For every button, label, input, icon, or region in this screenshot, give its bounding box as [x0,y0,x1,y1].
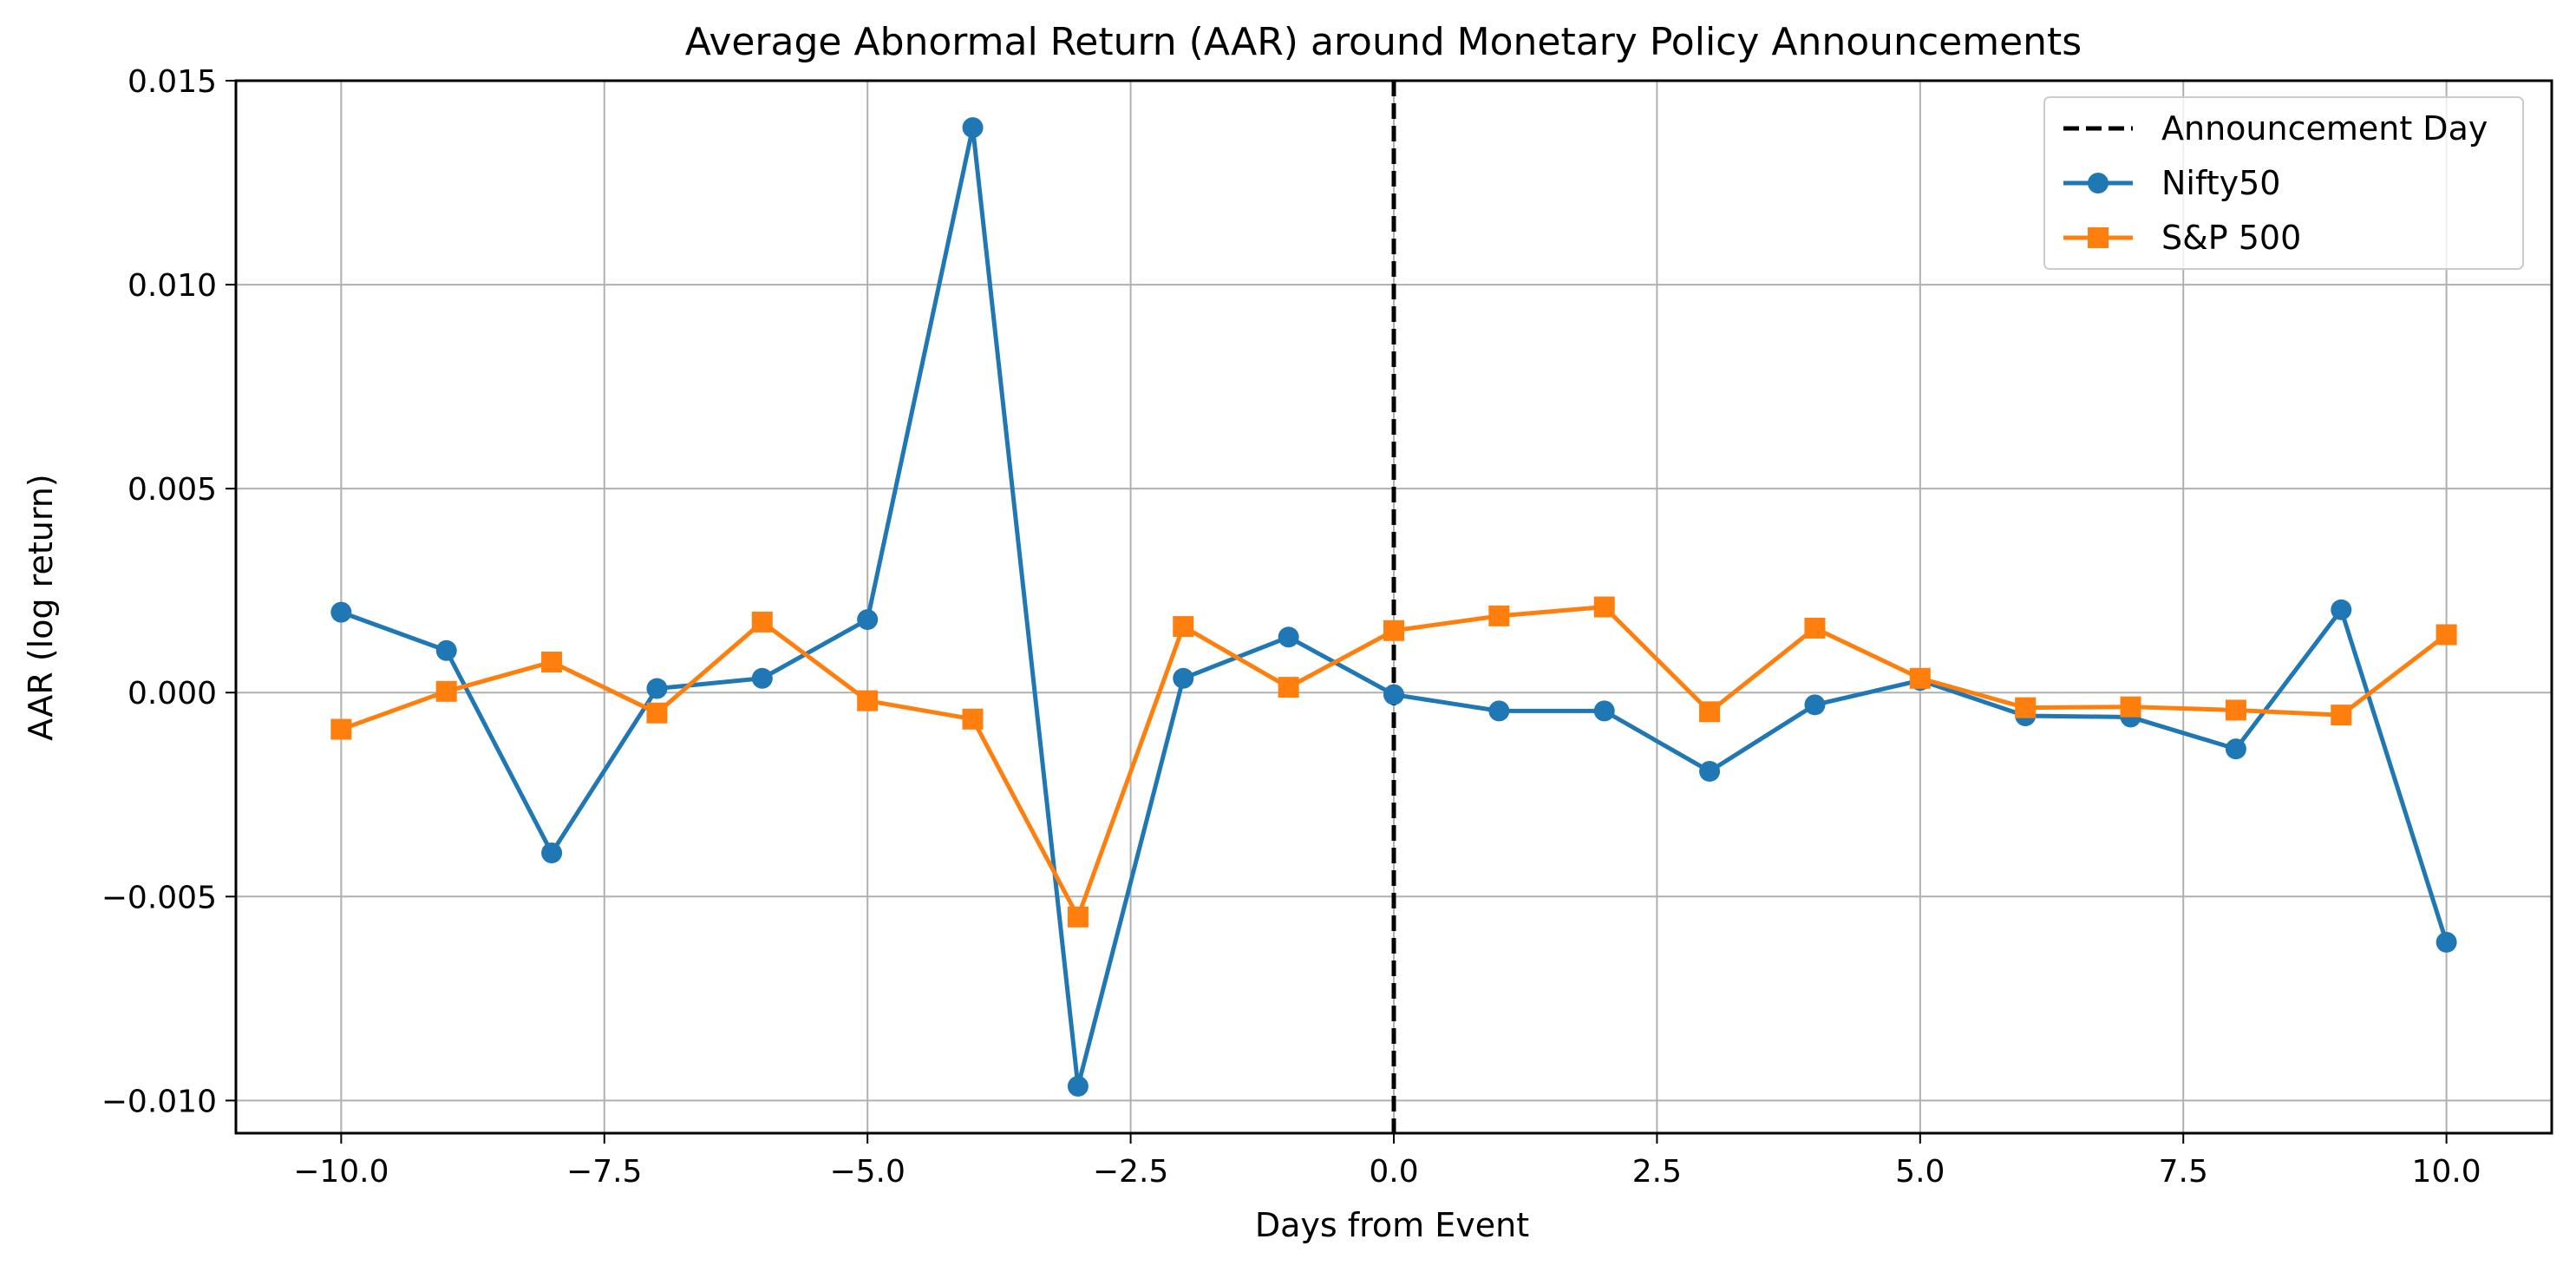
nifty50-point [2225,738,2246,760]
nifty50-point [2435,931,2457,953]
nifty50-point [1593,700,1615,722]
s-p-500-point [1383,620,1404,641]
x-axis-ticks: −10.0 −7.5 −5.0 −2.5 0.0 2.5 5.0 7.5 10.0 [293,1133,2481,1190]
s-p-500-point [962,708,984,730]
s-p-500-point [1488,605,1510,626]
s-p-500-point [1699,701,1721,723]
x-tick-label: −2.5 [1093,1154,1168,1190]
nifty50-point [1067,1075,1089,1097]
y-axis-label: AAR (log return) [22,474,60,740]
y-tick-label: 0.010 [127,268,217,304]
y-tick-label: −0.010 [101,1084,217,1119]
legend-sp500-label: S&P 500 [2161,219,2301,257]
nifty50-point [1173,667,1194,689]
nifty50-point [330,601,352,623]
s-p-500-point [646,702,668,724]
x-tick-label: 7.5 [2159,1154,2208,1190]
nifty50-point [2331,599,2352,620]
series-layer [330,117,2457,1097]
s-p-500-point [435,680,457,702]
s-p-500-point [857,690,879,711]
x-tick-label: 2.5 [1632,1154,1682,1190]
nifty50-point [962,117,984,139]
legend-box [2043,96,2524,270]
x-tick-label: 0.0 [1369,1154,1418,1190]
nifty50-point [646,678,668,699]
s-p-500-point [541,651,563,672]
y-tick-label: 0.005 [127,472,217,508]
x-tick-label: −10.0 [293,1154,389,1190]
s-p-500-point [330,718,352,740]
s-p-500-point [2120,696,2141,718]
nifty50-point [1804,694,1826,716]
x-tick-label: 10.0 [2412,1154,2481,1190]
s-p-500-point [1593,596,1615,618]
nifty50-point [1699,760,1721,782]
legend: Announcement Day Nifty50 S&P 500 [2043,96,2524,270]
legend-nifty50-label: Nifty50 [2161,164,2280,202]
y-axis-ticks: −0.010 −0.005 0.000 0.005 0.010 0.015 [101,64,236,1119]
nifty50-point [541,843,563,864]
nifty50-point [857,609,879,631]
x-tick-label: 5.0 [1895,1154,1945,1190]
y-tick-label: 0.000 [127,676,217,711]
y-tick-label: −0.005 [101,880,217,915]
legend-announcement-label: Announcement Day [2161,109,2488,148]
nifty50-point [751,667,773,689]
legend-sp500-marker [2088,227,2109,248]
nifty50-point [435,639,457,661]
s-p-500-point [2435,624,2457,646]
s-p-500-point [2331,705,2352,726]
s-p-500-point [1804,617,1826,639]
x-tick-label: −5.0 [829,1154,905,1190]
x-tick-label: −7.5 [566,1154,642,1190]
s-p-500-point [751,611,773,633]
nifty50-point [1278,626,1299,648]
y-tick-label: 0.015 [127,64,217,100]
s-p-500-point [1067,906,1089,928]
s-p-500-point [2015,697,2037,718]
s-p-500-point [1173,616,1194,638]
s-p-500-point [1909,667,1931,689]
nifty50-point [1488,700,1510,722]
legend-nifty50-marker [2088,173,2109,193]
s-p-500-point [1278,677,1299,698]
chart-title: Average Abnormal Return (AAR) around Mon… [685,20,2082,64]
nifty50-point [1383,684,1404,705]
s-p-500-point [2225,699,2246,721]
x-axis-label: Days from Event [1255,1206,1529,1244]
